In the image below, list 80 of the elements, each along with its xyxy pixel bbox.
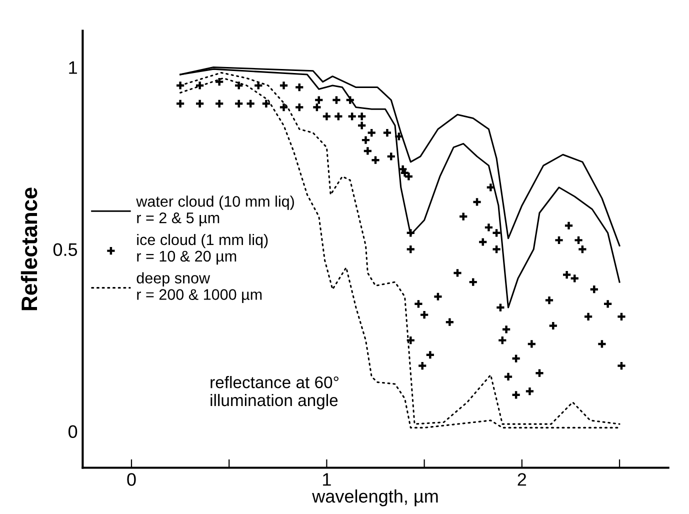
point [574, 235, 584, 246]
point [425, 350, 436, 360]
point [468, 277, 478, 287]
point [534, 368, 544, 378]
point [332, 95, 342, 105]
point [511, 390, 521, 400]
point [501, 324, 512, 334]
x-tick-label: 1 [323, 473, 331, 486]
point [406, 244, 416, 254]
point [294, 82, 304, 92]
point [406, 335, 416, 346]
point [524, 386, 535, 396]
point [278, 80, 289, 90]
y-tick-label: 0 [68, 425, 78, 438]
point [414, 298, 424, 309]
point [356, 111, 367, 122]
point [404, 172, 414, 182]
point [394, 132, 404, 142]
point [496, 302, 506, 312]
legend-label: ice cloud (1 mm liq) r = 10 & 20 µm [137, 234, 268, 265]
point [583, 312, 594, 322]
point [334, 111, 344, 122]
point [382, 128, 392, 138]
point [253, 80, 264, 90]
point [175, 80, 186, 90]
legend-label: deep snow r = 200 & 1000 µm [136, 272, 262, 303]
point [589, 284, 600, 294]
point [484, 222, 494, 232]
point [278, 102, 289, 112]
point [564, 220, 574, 231]
point [526, 339, 537, 349]
point [472, 197, 482, 207]
point [570, 274, 580, 284]
point [386, 152, 396, 162]
point [214, 76, 224, 87]
point [444, 317, 455, 328]
legend-label: water cloud (10 mm liq) r = 2 & 5 µm [136, 196, 294, 226]
point [458, 212, 468, 222]
point [234, 80, 244, 90]
point [597, 339, 607, 349]
point [194, 98, 205, 109]
point [261, 98, 272, 109]
point [578, 244, 588, 254]
point [602, 298, 613, 309]
y-tick-label: 0.5 [53, 243, 78, 256]
point [322, 111, 332, 122]
point [492, 228, 502, 238]
point [214, 98, 224, 109]
point [356, 120, 367, 130]
point [554, 235, 564, 246]
point [503, 372, 514, 382]
point [452, 268, 462, 278]
point [294, 102, 304, 112]
annotation: reflectance at 60° illumination angle [210, 376, 338, 410]
point [234, 98, 244, 109]
point [478, 237, 488, 247]
point [246, 98, 256, 109]
x-axis-title: wavelength, µm [312, 489, 438, 506]
point [548, 320, 558, 331]
point [406, 228, 416, 238]
point [511, 354, 521, 364]
point [347, 111, 357, 122]
y-tick-label: 1 [69, 61, 77, 74]
point [544, 295, 554, 306]
y-axis-title: Reflectance [20, 188, 38, 310]
point [616, 360, 626, 371]
point [417, 360, 428, 371]
point [345, 95, 356, 105]
x-tick-label: 0 [127, 473, 136, 486]
x-tick-label: 2 [518, 473, 526, 486]
point [194, 80, 205, 90]
point [362, 146, 373, 156]
point [562, 270, 572, 280]
point [175, 98, 186, 109]
point [616, 312, 626, 322]
point [492, 244, 502, 254]
point [433, 292, 443, 302]
point [419, 310, 430, 320]
point [497, 335, 508, 346]
point [370, 155, 380, 166]
